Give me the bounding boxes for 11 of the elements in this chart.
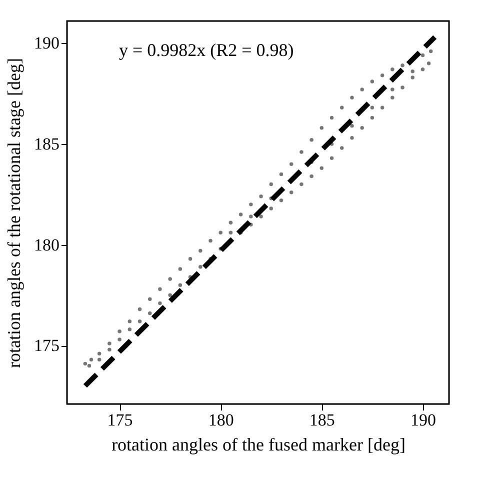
x-tick-label: 175 <box>107 410 133 430</box>
x-tick-label: 190 <box>410 410 436 430</box>
x-tick-label: 180 <box>208 410 234 430</box>
x-axis-title: rotation angles of the fused marker [deg] <box>112 434 406 454</box>
y-tick-label: 190 <box>34 34 60 53</box>
annotation: y = 0.9982x (R2 = 0.98) <box>119 40 294 60</box>
y-tick-label: 185 <box>34 134 60 154</box>
y-tick-label: 175 <box>34 336 60 356</box>
y-axis-title: rotation angles of the rotational stage [deg] <box>4 58 24 368</box>
x-tick-label: 185 <box>309 410 335 430</box>
y-tick-label: 180 <box>34 235 60 254</box>
